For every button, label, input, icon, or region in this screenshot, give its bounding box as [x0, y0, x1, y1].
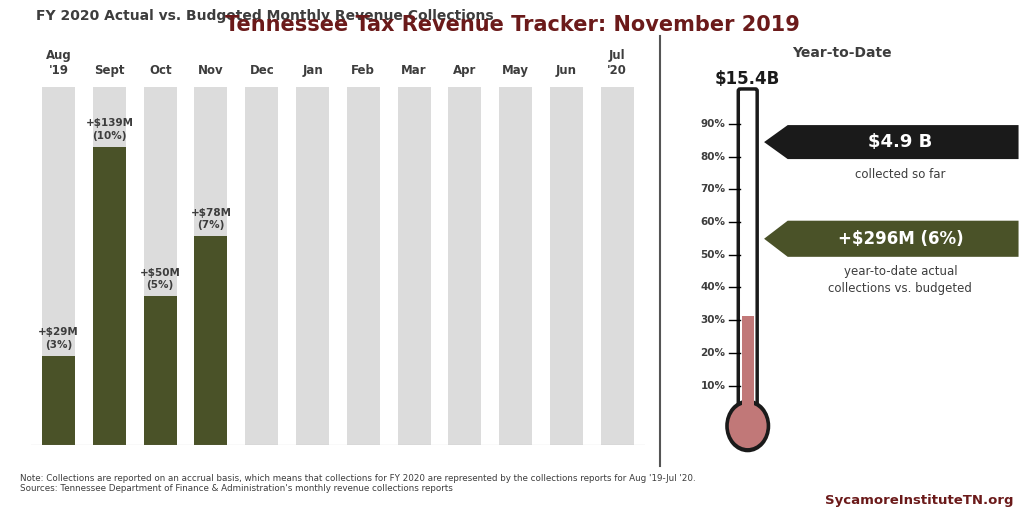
Text: +$29M
(3%): +$29M (3%): [38, 328, 79, 350]
Bar: [42, 87, 75, 445]
Text: Year-to-Date: Year-to-Date: [793, 47, 892, 60]
Text: 50%: 50%: [700, 250, 726, 260]
Bar: [397, 87, 430, 445]
Text: +$78M
(7%): +$78M (7%): [190, 208, 231, 230]
Circle shape: [725, 399, 770, 452]
Text: 90%: 90%: [700, 119, 726, 129]
Text: 40%: 40%: [700, 283, 726, 292]
Text: 10%: 10%: [700, 380, 726, 391]
Text: +$296M (6%): +$296M (6%): [838, 230, 964, 248]
Text: $4.9 B: $4.9 B: [868, 133, 933, 151]
Circle shape: [729, 404, 767, 448]
Bar: [42, 356, 75, 445]
Bar: [246, 87, 279, 445]
Text: 30%: 30%: [700, 315, 726, 325]
Bar: [143, 296, 177, 445]
Bar: [601, 87, 634, 445]
Bar: [93, 147, 126, 445]
Text: 70%: 70%: [700, 184, 726, 194]
Polygon shape: [764, 125, 1019, 159]
Text: Tennessee Tax Revenue Tracker: November 2019: Tennessee Tax Revenue Tracker: November …: [224, 15, 800, 35]
Text: FY 2020 Actual vs. Budgeted Monthly Revenue Collections: FY 2020 Actual vs. Budgeted Monthly Reve…: [36, 9, 494, 23]
Bar: [449, 87, 481, 445]
Bar: [296, 87, 329, 445]
Bar: [93, 87, 126, 445]
Polygon shape: [764, 221, 1019, 257]
Text: +$139M
(10%): +$139M (10%): [85, 118, 133, 141]
Bar: [195, 87, 227, 445]
Text: 60%: 60%: [700, 217, 726, 227]
Text: $15.4B: $15.4B: [715, 70, 780, 88]
Text: +$50M
(5%): +$50M (5%): [139, 268, 180, 290]
Text: 80%: 80%: [700, 152, 726, 161]
Text: year-to-date actual
collections vs. budgeted: year-to-date actual collections vs. budg…: [828, 265, 973, 295]
Bar: [499, 87, 532, 445]
Text: 20%: 20%: [700, 348, 726, 358]
Bar: [195, 237, 227, 445]
Text: Note: Collections are reported on an accrual basis, which means that collections: Note: Collections are reported on an acc…: [20, 474, 696, 493]
Bar: [550, 87, 583, 445]
Text: collected so far: collected so far: [855, 167, 945, 181]
Bar: [347, 87, 380, 445]
FancyBboxPatch shape: [738, 89, 757, 420]
Bar: [143, 87, 177, 445]
Bar: [742, 316, 754, 418]
Text: SycamoreInstituteTN.org: SycamoreInstituteTN.org: [825, 494, 1014, 507]
